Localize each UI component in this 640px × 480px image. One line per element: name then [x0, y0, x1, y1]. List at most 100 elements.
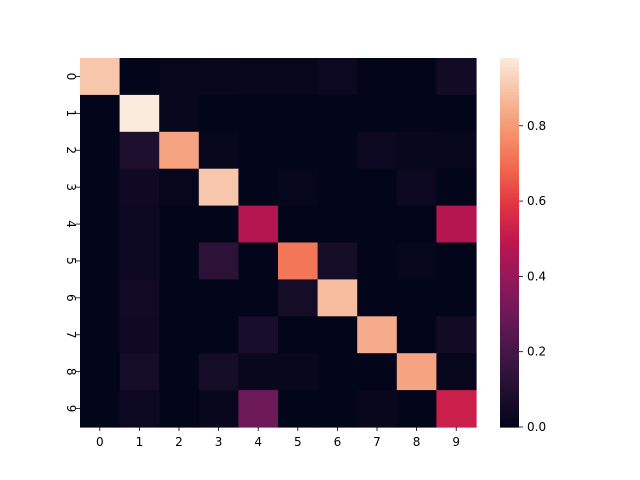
- y-tick-label: 0: [64, 73, 78, 81]
- colorbar-segment: [500, 236, 519, 241]
- colorbar-tick-label: 0.8: [527, 119, 546, 133]
- colorbar-segment: [500, 356, 519, 360]
- colorbar-segment: [500, 141, 519, 145]
- colorbar-segment: [500, 347, 519, 351]
- colorbar-segment: [500, 131, 519, 136]
- colorbar-segment: [500, 359, 519, 364]
- heatmap-cell-r1-c0: [80, 94, 121, 133]
- y-tick-label: 8: [64, 368, 78, 376]
- colorbar-segment: [500, 393, 519, 397]
- colorbar-segment: [500, 97, 519, 102]
- heatmap-cell-r8-c0: [80, 353, 121, 391]
- heatmap-cell-r7-c9: [436, 316, 477, 354]
- heatmap-cell-r6-c3: [198, 279, 239, 317]
- colorbar-tick-label: 0.6: [527, 194, 546, 208]
- colorbar-segment: [500, 423, 519, 428]
- colorbar-segment: [500, 402, 519, 407]
- colorbar-segment: [500, 405, 519, 410]
- colorbar-segment: [500, 304, 519, 308]
- colorbar-segment: [500, 181, 519, 185]
- heatmap-cell-r4-c5: [278, 205, 319, 244]
- heatmap-cell-r8-c1: [119, 353, 160, 391]
- x-tick-label: 4: [254, 435, 262, 449]
- colorbar-segment: [500, 101, 519, 105]
- colorbar-segment: [500, 291, 519, 296]
- colorbar-tick-label: 0.0: [527, 420, 546, 434]
- heatmap-cell-r0-c9: [436, 58, 477, 96]
- heatmap-cell-r5-c0: [80, 242, 121, 280]
- heatmap-cell-r6-c2: [159, 279, 200, 317]
- colorbar-segment: [500, 297, 519, 302]
- colorbar-segment: [500, 334, 519, 339]
- colorbar-segment: [500, 282, 519, 287]
- heatmap-cell-r1-c2: [159, 94, 200, 133]
- colorbar-segment: [500, 165, 519, 170]
- colorbar-segment: [500, 224, 519, 228]
- colorbar-segment: [500, 264, 519, 268]
- heatmap-cell-r2-c3: [198, 131, 239, 170]
- heatmap-cell-r6-c0: [80, 279, 121, 317]
- colorbar-segment: [500, 267, 519, 271]
- colorbar-segment: [500, 273, 519, 277]
- colorbar-segment: [500, 110, 519, 114]
- colorbar-segment: [500, 245, 519, 250]
- colorbar-segment: [500, 88, 519, 93]
- heatmap-cell-r7-c2: [159, 316, 200, 354]
- colorbar-segment: [500, 233, 519, 237]
- heatmap-cell-r0-c3: [198, 58, 239, 96]
- colorbar-segment: [500, 374, 519, 379]
- colorbar-segment: [500, 144, 519, 148]
- heatmap-cell-r4-c1: [119, 205, 160, 244]
- heatmap-cell-r2-c7: [357, 131, 398, 170]
- colorbar-segment: [500, 294, 519, 299]
- colorbar-segment: [500, 362, 519, 367]
- y-tick-label: 2: [64, 146, 78, 154]
- x-tick-label: 7: [373, 435, 381, 449]
- colorbar-tick-label: 0.4: [527, 269, 546, 283]
- colorbar-axis: 0.0 0.2 0.4 0.6 0.8: [519, 119, 546, 434]
- colorbar-segment: [500, 147, 519, 151]
- y-tick-label: 5: [64, 257, 78, 265]
- colorbar-segment: [500, 328, 519, 333]
- colorbar-segment: [500, 82, 519, 87]
- colorbar-segment: [500, 288, 519, 293]
- heatmap-cell-r0-c1: [119, 58, 160, 96]
- heatmap-cell-r9-c6: [317, 390, 358, 428]
- colorbar-segment: [500, 168, 519, 173]
- heatmap-cell-r9-c1: [119, 390, 160, 428]
- heatmap-cell-r9-c0: [80, 390, 121, 428]
- colorbar-segment: [500, 310, 519, 314]
- colorbar-segment: [500, 199, 519, 204]
- y-tick-label: 9: [64, 405, 78, 413]
- heatmap-cell-r7-c4: [238, 316, 279, 354]
- x-tick-label: 6: [334, 435, 342, 449]
- colorbar-segment: [500, 134, 519, 139]
- colorbar-segment: [500, 208, 519, 213]
- heatmap-cell-r4-c4: [238, 205, 279, 244]
- colorbar-segment: [500, 85, 519, 90]
- colorbar-segment: [500, 125, 519, 130]
- heatmap-cell-r8-c6: [317, 353, 358, 391]
- colorbar-segment: [500, 307, 519, 311]
- colorbar-segment: [500, 270, 519, 274]
- colorbar-segment: [500, 70, 519, 74]
- heatmap-cell-r0-c8: [396, 58, 437, 96]
- heatmap-cell-r3-c5: [278, 168, 319, 207]
- colorbar-segment: [500, 248, 519, 253]
- colorbar-segment: [500, 76, 519, 81]
- colorbar-segment: [500, 251, 519, 256]
- x-tick-label: 0: [96, 435, 104, 449]
- colorbar-segment: [500, 156, 519, 161]
- heatmap-cell-r2-c0: [80, 131, 121, 170]
- heatmap-cell-r5-c4: [238, 242, 279, 280]
- colorbar-segment: [500, 205, 519, 210]
- colorbar-segment: [500, 279, 519, 284]
- colorbar-segment: [500, 343, 519, 348]
- heatmap-cell-r9-c5: [278, 390, 319, 428]
- heatmap-cell-r6-c8: [396, 279, 437, 317]
- heatmap-cell-r8-c3: [198, 353, 239, 391]
- heatmap-cell-r3-c8: [396, 168, 437, 207]
- heatmap-cell-r5-c1: [119, 242, 160, 280]
- x-tick-label: 2: [175, 435, 183, 449]
